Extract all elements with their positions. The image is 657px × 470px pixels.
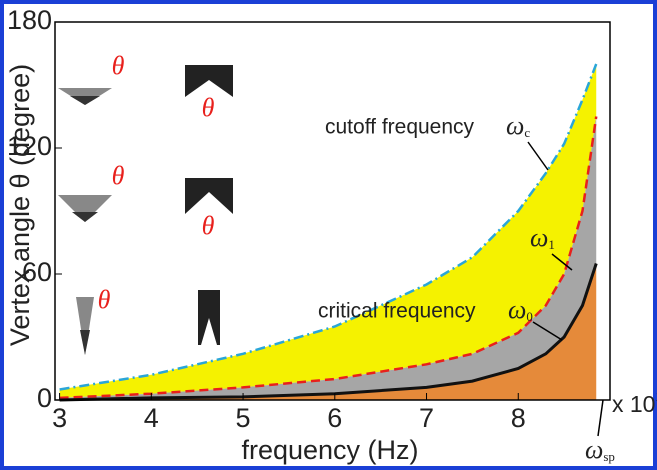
y-tick-label: 0 xyxy=(37,383,52,413)
annotation-text: critical frequency xyxy=(318,300,476,323)
curve xyxy=(59,63,598,391)
subscript: 0 xyxy=(526,309,533,324)
inset-cone-tip xyxy=(70,96,100,105)
inset-theta: θ xyxy=(112,161,125,190)
symbol: ω xyxy=(585,435,603,464)
curve xyxy=(59,116,598,400)
annotation-arrow xyxy=(551,253,573,271)
inset-theta: θ xyxy=(202,211,215,240)
symbol: ω xyxy=(530,223,548,252)
x-tick-label: 5 xyxy=(236,403,251,433)
insets: θθθθθθ xyxy=(58,51,233,390)
inset-field-gap xyxy=(185,80,233,97)
subscript: 1 xyxy=(548,237,555,252)
plot-frame xyxy=(54,21,611,401)
x-axis-label: frequency (Hz) xyxy=(241,435,418,465)
annotation-arrow xyxy=(527,141,549,171)
annotation-symbol: ωsp xyxy=(585,435,615,464)
y-axis-label: Vertex angle θ (degree) xyxy=(5,64,35,346)
inset-cone-tip xyxy=(80,330,90,355)
inset-theta: θ xyxy=(98,285,111,314)
inset-field-gap xyxy=(201,318,217,345)
x-tick-label: 7 xyxy=(419,403,434,433)
annotation-text: cutoff frequency xyxy=(325,116,475,139)
x-multiplier: x 1014 xyxy=(612,388,657,417)
inset-theta: θ xyxy=(202,93,215,122)
inset-field-gap xyxy=(185,192,233,214)
x-tick-label: 4 xyxy=(144,403,159,433)
x-tick-label: 6 xyxy=(327,403,342,433)
subscript: sp xyxy=(603,449,615,464)
subscript: c xyxy=(524,125,530,140)
curve xyxy=(59,263,598,402)
inset-cone xyxy=(76,297,94,355)
x-multiplier-base: x 10 xyxy=(612,391,655,417)
y-tick-label: 120 xyxy=(7,131,52,161)
x-tick-label: 3 xyxy=(52,403,67,433)
inset-cone-tip xyxy=(72,212,98,222)
annotation-symbol: ω1 xyxy=(530,223,555,252)
annotation-symbol: ωc xyxy=(506,111,530,140)
annotation-arrow xyxy=(532,321,563,341)
y-tick-label: 180 xyxy=(7,5,52,35)
annotation-symbol: ω0 xyxy=(508,295,533,324)
annotation-arrow xyxy=(597,399,604,437)
y-tick-label: 60 xyxy=(22,257,52,287)
symbol: ω xyxy=(508,295,526,324)
x-multiplier-exp: 14 xyxy=(655,388,657,404)
inset-cone xyxy=(58,195,112,222)
fill-area xyxy=(59,263,597,400)
inset-field xyxy=(198,290,220,345)
fill-area xyxy=(59,64,597,398)
symbol: ω xyxy=(506,111,524,140)
inset-theta: θ xyxy=(112,51,125,80)
x-tick-label: 8 xyxy=(511,403,526,433)
